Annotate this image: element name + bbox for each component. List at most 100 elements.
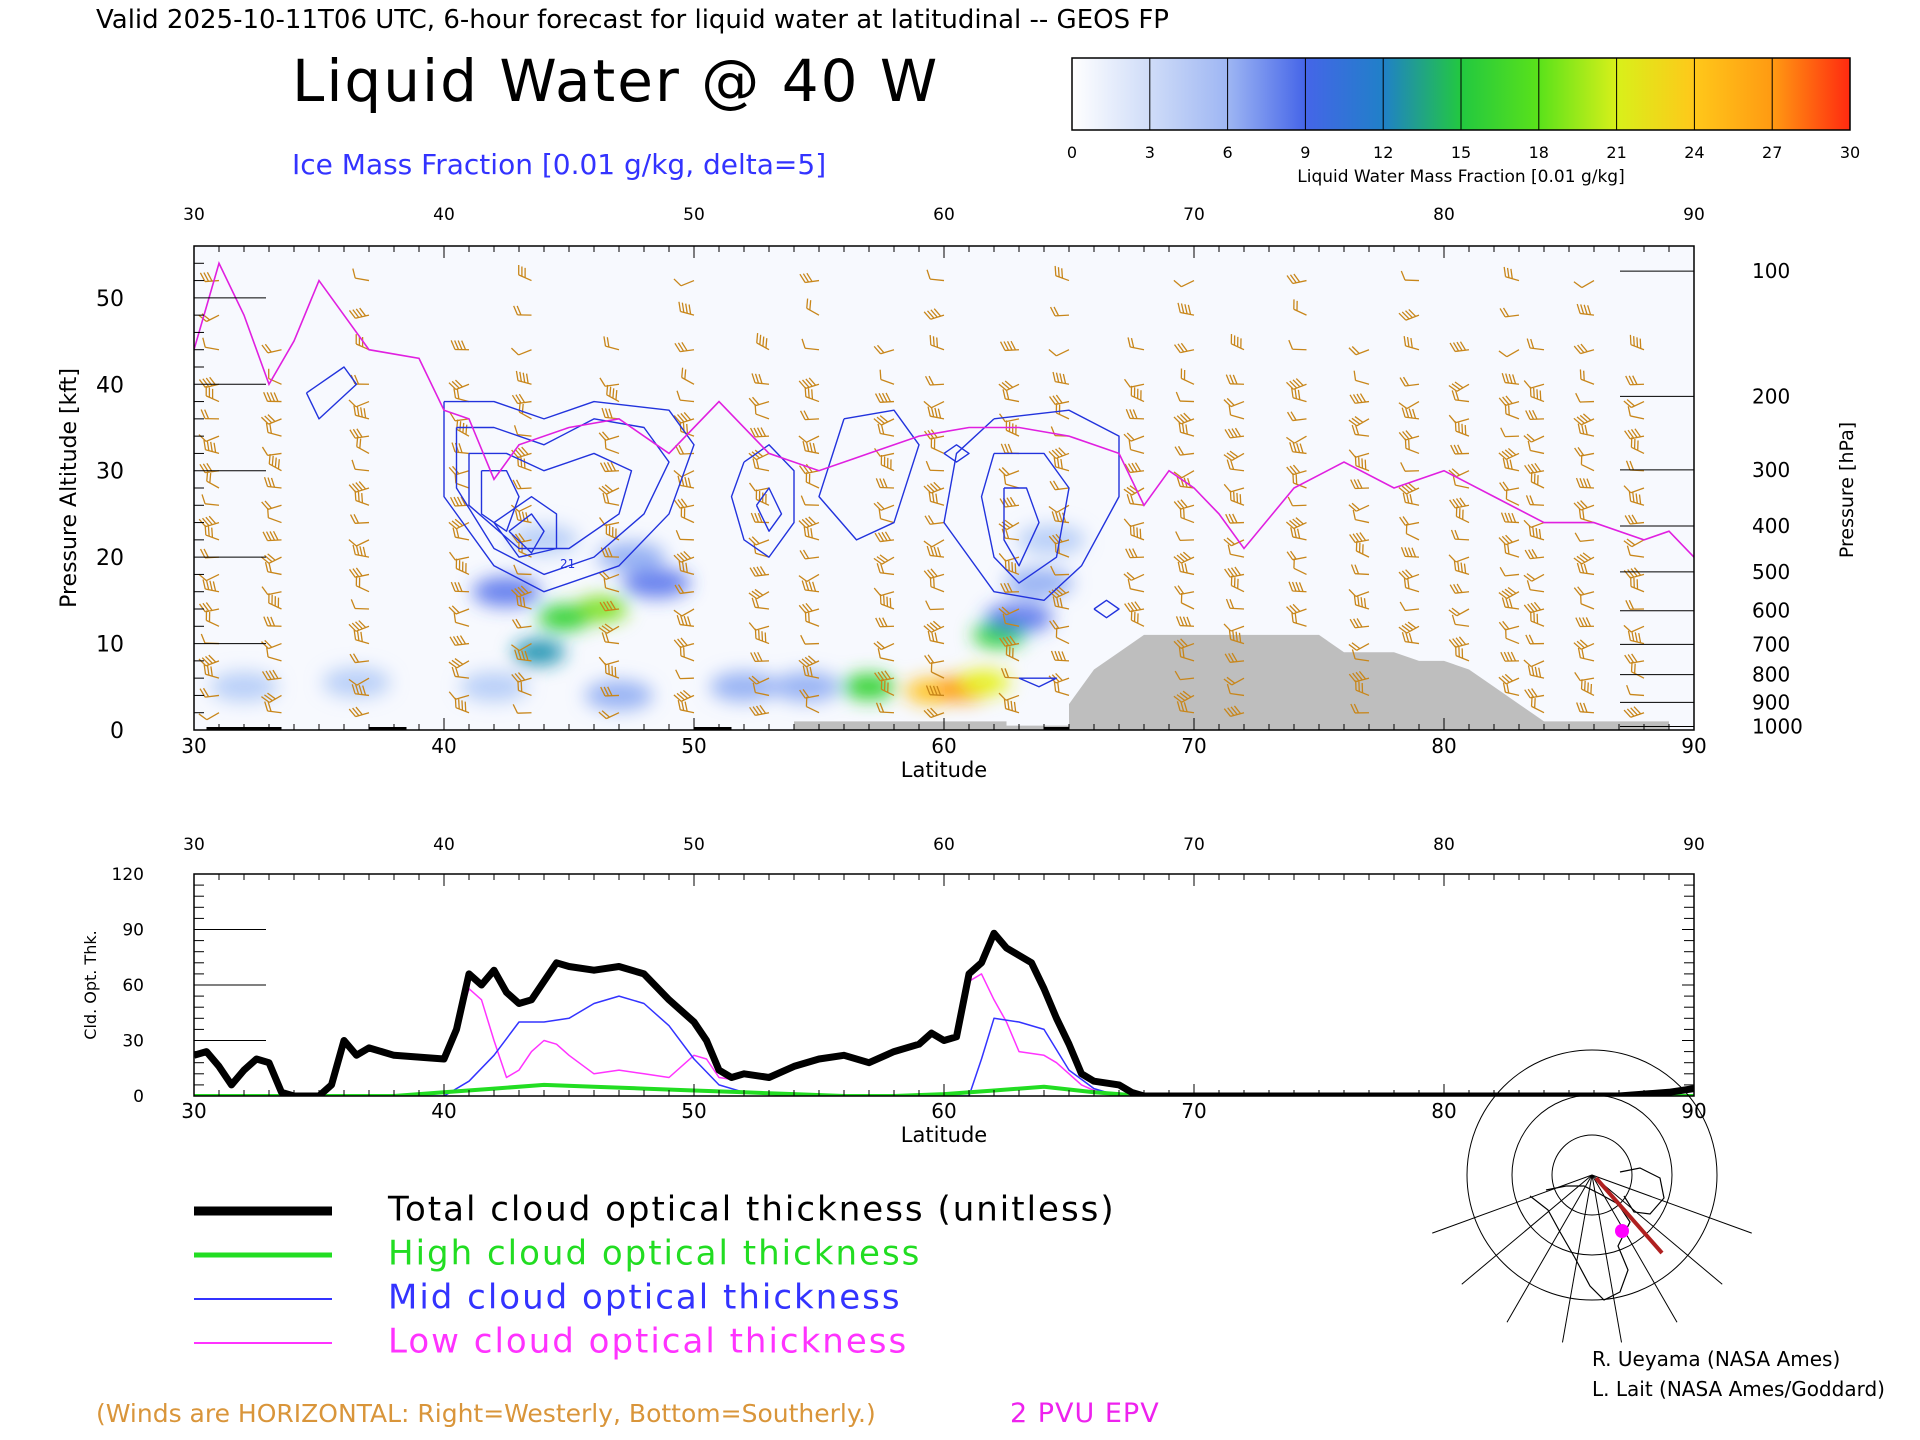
lower-plot-background [194,874,1694,1096]
wind-barb-feather [1536,613,1539,624]
wind-barb-staff [205,660,220,667]
wind-barb-feather [511,589,519,598]
wind-barb-feather [1348,449,1357,458]
wind-barb-staff [1580,539,1595,542]
wind-barb-feather [1060,458,1063,469]
wind-barb-feather [1501,535,1510,544]
wind-barb-feather [809,442,813,453]
wind-barb-feather [1048,535,1057,545]
wind-barb-feather [355,482,363,491]
wind-barb-staff [1231,539,1245,547]
wind-barb-staff [1005,504,1020,508]
wind-barb [1348,416,1370,427]
wind-barb [448,551,470,561]
wind-barb-feather [756,333,759,343]
wind-barb-feather [1057,267,1060,278]
wind-barb-staff [455,608,470,615]
wind-barb-staff [755,606,770,610]
wind-barb-feather [1525,495,1531,505]
wind-barb-feather [454,340,460,350]
y-tick-label: 10 [96,633,124,658]
wind-barb-feather [1357,479,1363,489]
wind-barb-feather [928,375,935,386]
wind-barb-feather [1176,639,1185,648]
wind-barb [263,616,282,627]
wind-barb-staff [206,619,220,627]
ice-contour [980,452,1070,584]
wind-barb-feather [804,656,814,665]
wind-barb [879,369,895,385]
wind-barb-feather [1003,698,1007,709]
wind-barb-feather [1633,706,1642,715]
wind-barb-feather [1055,672,1063,681]
wind-barb-feather [887,682,889,693]
wind-barb-staff [1505,637,1520,645]
wind-barb-staff [267,677,282,681]
wind-barb-feather [1004,559,1007,570]
wind-barb-feather [1180,342,1188,352]
wind-barb-feather [1401,485,1410,493]
wind-barb-feather [362,685,367,696]
wind-barb-feather [1236,492,1239,503]
wind-barb-feather [1633,438,1636,449]
wind-barb-feather [1182,647,1185,658]
wind-barb-feather [1228,405,1232,416]
wind-barb [1624,514,1645,525]
wind-barb-feather [799,410,806,420]
wind-barb-feather [601,710,610,718]
wind-barb [348,620,370,632]
wind-barb-feather [1585,617,1592,627]
wind-barb-staff [1530,395,1545,403]
wind-barb-feather [520,457,523,468]
wind-barb [1288,339,1307,351]
wind-barb [1049,480,1070,491]
wind-barb-staff [1630,500,1645,506]
wind-barb-staff [1130,588,1145,593]
wind-barb-feather [1406,336,1410,347]
wind-barb-feather [1352,672,1360,682]
wind-barb-feather [1052,395,1060,405]
wind-barb-feather [1407,578,1410,589]
wind-barb-feather [448,606,457,615]
wind-barb-feather [1505,534,1513,543]
wind-barb [923,539,945,548]
wind-barb [260,414,282,425]
wind-barb [1353,370,1370,385]
wind-barb-staff [1056,412,1070,420]
wind-barb [513,305,532,316]
wind-barb-feather [754,449,764,457]
wind-barb-feather [353,629,357,640]
wind-barb-feather [348,310,356,319]
wind-barb [511,446,532,459]
wind-barb-feather [884,531,892,541]
wind-barb-feather [1531,665,1535,676]
wind-barb-feather [751,590,761,598]
wind-barb-feather [798,520,807,529]
wind-barb-feather [1177,343,1185,353]
wind-barb [1628,491,1645,506]
wind-barb-staff [1131,573,1145,581]
wind-barb-staff [1580,452,1595,457]
wind-barb-feather [802,549,810,559]
wind-barb-feather [606,601,613,611]
wind-barb [1624,653,1645,664]
pressure-tick-label: 300 [1752,458,1790,482]
wind-barb-feather [1627,654,1635,664]
wind-barb-feather [1227,707,1235,716]
wind-barb [260,553,282,564]
wind-barb-feather [1500,512,1506,523]
wind-barb [1574,446,1595,457]
wind-barb [511,672,532,683]
wind-barb-feather [450,340,456,350]
wind-barb-staff [518,504,532,513]
wind-barb-staff [1631,400,1645,409]
wind-barb-staff [1355,452,1370,458]
wind-barb-feather [1048,451,1057,459]
wind-barb-staff [931,400,945,409]
wind-barb-feather [1240,338,1242,349]
wind-barb-feather [1506,458,1510,469]
wind-barb [1401,631,1420,645]
wind-barb-feather [209,473,212,483]
wind-barb-feather [356,436,359,447]
wind-barb-feather [1348,588,1357,597]
